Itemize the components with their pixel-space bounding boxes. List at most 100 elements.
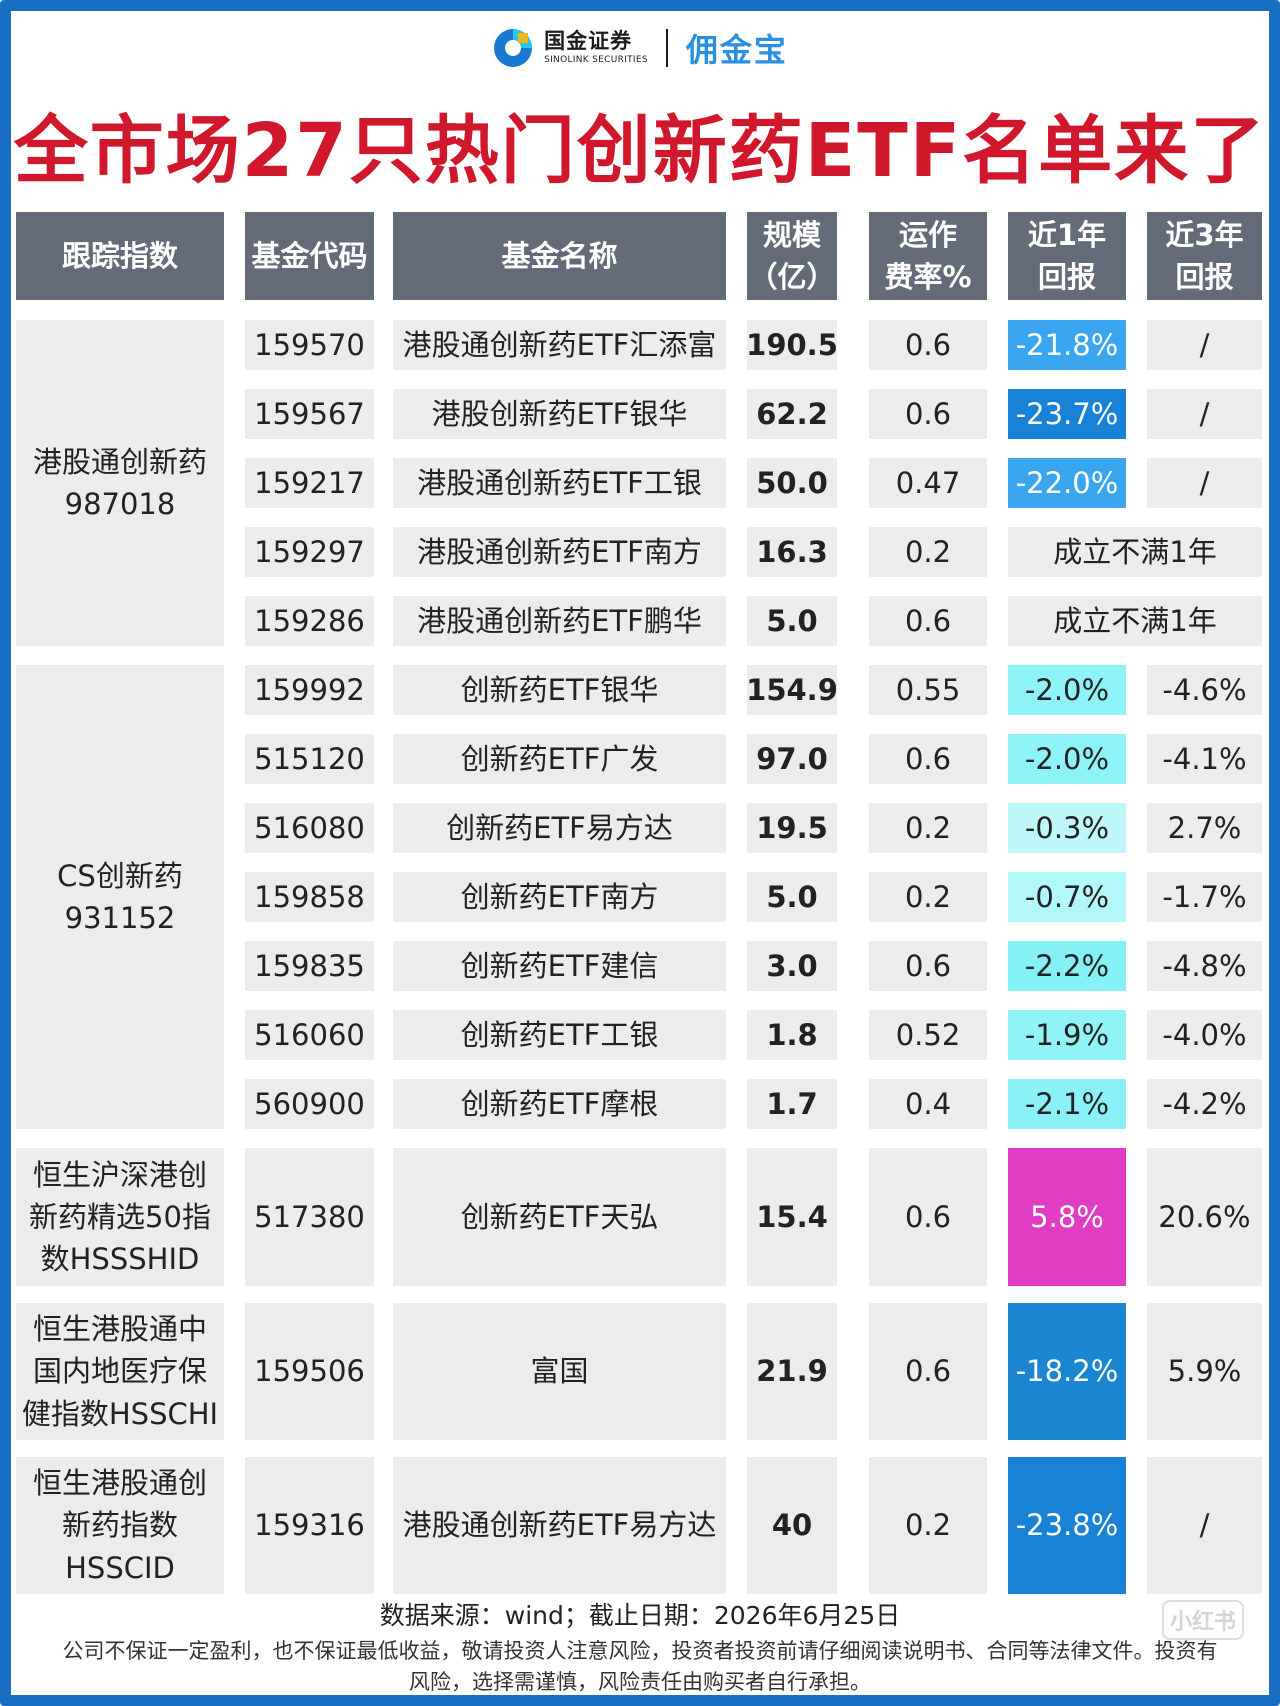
fund-size: 40: [747, 1457, 837, 1594]
fund-code: 159316: [245, 1457, 374, 1594]
return-1y: -21.8%: [1008, 320, 1126, 370]
return-3y: /: [1147, 1457, 1262, 1594]
fund-name: 富国: [393, 1303, 726, 1440]
header-col-1y: 近1年 回报: [1008, 212, 1126, 300]
return-1y: -22.0%: [1008, 458, 1126, 508]
fund-fee: 0.6: [869, 389, 987, 439]
fund-name: 港股创新药ETF银华: [393, 389, 726, 439]
risk-disclaimer: 公司不保证一定盈利，也不保证最低收益，敬请投资人注意风险，投资者投资前请仔细阅读…: [62, 1639, 1218, 1694]
fund-size: 50.0: [747, 458, 837, 508]
fund-size: 16.3: [747, 527, 837, 577]
fund-size: 97.0: [747, 734, 837, 784]
fund-code: 560900: [245, 1079, 374, 1129]
index-cell: 恒生沪深港创 新药精选50指 数HSSSHID: [16, 1148, 224, 1286]
fund-size: 1.7: [747, 1079, 837, 1129]
return-3y: 20.6%: [1147, 1148, 1262, 1286]
fund-fee: 0.6: [869, 596, 987, 646]
return-3y: 5.9%: [1147, 1303, 1262, 1440]
return-3y: -1.7%: [1147, 872, 1262, 922]
return-3y: /: [1147, 458, 1262, 508]
fund-fee: 0.2: [869, 1457, 987, 1594]
index-cell: 恒生港股通创 新药指数 HSSCID: [16, 1457, 224, 1594]
fund-name: 创新药ETF南方: [393, 872, 726, 922]
fund-name: 创新药ETF天弘: [393, 1148, 726, 1286]
return-1y: -2.2%: [1008, 941, 1126, 991]
brand-name-cn: 国金证券: [544, 29, 633, 53]
return-1y: -2.0%: [1008, 665, 1126, 715]
fund-code: 516080: [245, 803, 374, 853]
fund-code: 159858: [245, 872, 374, 922]
fund-size: 21.9: [747, 1303, 837, 1440]
return-3y: -4.0%: [1147, 1010, 1262, 1060]
fund-code: 159567: [245, 389, 374, 439]
brand-product: 佣金宝: [685, 31, 788, 69]
fund-fee: 0.52: [869, 1010, 987, 1060]
header-col-size: 规模 （亿）: [747, 212, 837, 300]
return-1y: -0.7%: [1008, 872, 1126, 922]
return-3y: /: [1147, 389, 1262, 439]
fund-name: 港股通创新药ETF汇添富: [393, 320, 726, 370]
fund-name: 创新药ETF易方达: [393, 803, 726, 853]
fund-code: 517380: [245, 1148, 374, 1286]
fund-code: 159992: [245, 665, 374, 715]
return-3y: -4.2%: [1147, 1079, 1262, 1129]
fund-name: 创新药ETF工银: [393, 1010, 726, 1060]
fund-code: 515120: [245, 734, 374, 784]
return-1y: -0.3%: [1008, 803, 1126, 853]
fund-fee: 0.6: [869, 734, 987, 784]
fund-fee: 0.6: [869, 1148, 987, 1286]
return-1y: -18.2%: [1008, 1303, 1126, 1440]
fund-fee: 0.6: [869, 320, 987, 370]
fund-fee: 0.2: [869, 803, 987, 853]
return-1y: -1.9%: [1008, 1010, 1126, 1060]
header-col-fee: 运作 费率%: [869, 212, 987, 300]
index-cell: CS创新药 931152: [16, 665, 224, 1129]
fund-name: 创新药ETF摩根: [393, 1079, 726, 1129]
fund-fee: 0.2: [869, 527, 987, 577]
return-1y: -2.0%: [1008, 734, 1126, 784]
fund-name: 创新药ETF广发: [393, 734, 726, 784]
fund-name: 港股通创新药ETF易方达: [393, 1457, 726, 1594]
fund-name: 创新药ETF建信: [393, 941, 726, 991]
fund-fee: 0.4: [869, 1079, 987, 1129]
page-title: 全市场27只热门创新药ETF名单来了: [13, 108, 1267, 194]
header-col-code: 基金代码: [245, 212, 374, 300]
fund-size: 5.0: [747, 872, 837, 922]
header-col-index: 跟踪指数: [16, 212, 224, 300]
fund-fee: 0.6: [869, 941, 987, 991]
fund-name: 港股通创新药ETF鹏华: [393, 596, 726, 646]
fund-size: 15.4: [747, 1148, 837, 1286]
return-1y: -23.7%: [1008, 389, 1126, 439]
fund-size: 1.8: [747, 1010, 837, 1060]
brand-header: 国金证券 SINOLINK SECURITIES 佣金宝: [0, 24, 1280, 72]
index-cell: 恒生港股通中 国内地医疗保 健指数HSSCHI: [16, 1303, 224, 1440]
fund-fee: 0.47: [869, 458, 987, 508]
fund-size: 190.5: [746, 320, 838, 370]
fund-size: 5.0: [747, 596, 837, 646]
return-1y: -23.8%: [1008, 1457, 1126, 1594]
fund-size: 19.5: [747, 803, 837, 853]
return-3y: -4.8%: [1147, 941, 1262, 991]
fund-code: 159506: [245, 1303, 374, 1440]
fund-size: 154.9: [746, 665, 838, 715]
return-1y: 5.8%: [1008, 1148, 1126, 1286]
index-cell: 港股通创新药 987018: [16, 320, 224, 646]
fund-size: 62.2: [747, 389, 837, 439]
data-source: 数据来源：wind；截止日期：2026年6月25日: [379, 1601, 901, 1630]
watermark-logo: 小红书: [1161, 1600, 1244, 1640]
fund-fee: 0.2: [869, 872, 987, 922]
fund-code: 159570: [245, 320, 374, 370]
return-1y: -2.1%: [1008, 1079, 1126, 1129]
fund-size: 3.0: [747, 941, 837, 991]
fund-code: 159297: [245, 527, 374, 577]
return-3y: 2.7%: [1147, 803, 1262, 853]
fund-code: 159835: [245, 941, 374, 991]
return-na: 成立不满1年: [1008, 596, 1262, 646]
brand-name-en: SINOLINK SECURITIES: [544, 55, 648, 65]
sinolink-logo-icon: [492, 27, 534, 69]
fund-name: 港股通创新药ETF工银: [393, 458, 726, 508]
fund-fee: 0.55: [869, 665, 987, 715]
header-col-3y: 近3年 回报: [1147, 212, 1262, 300]
fund-code: 159217: [245, 458, 374, 508]
header-col-name: 基金名称: [393, 212, 726, 300]
